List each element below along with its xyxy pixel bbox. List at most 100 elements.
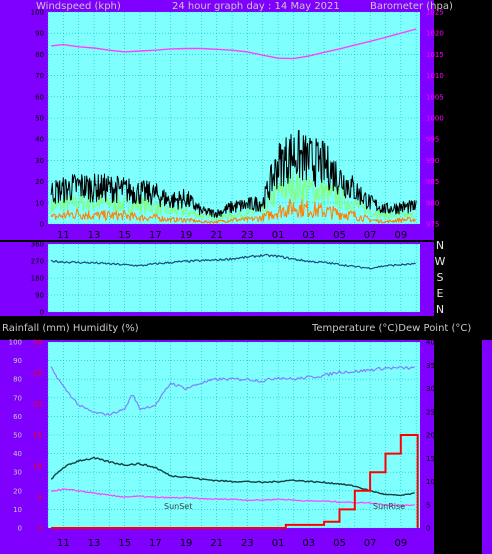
humidity-tick: 100	[9, 339, 22, 347]
barometer-tick: 1000	[426, 115, 444, 123]
barometer-tick: 985	[426, 178, 439, 186]
barometer-tick: 980	[426, 199, 439, 207]
wind-x-tick-label: 19	[180, 230, 193, 241]
dir-left-tick: 0	[40, 309, 44, 317]
rain-tick: 20	[33, 401, 42, 409]
temp-x-tick-label: 21	[210, 538, 223, 549]
temp-x-tick-label: 05	[333, 538, 346, 549]
right-bar-bottom	[482, 340, 492, 554]
wind-x-tick-label: 07	[364, 230, 377, 241]
wind-average-line	[50, 171, 416, 221]
rain-tick: 15	[33, 432, 42, 440]
rain-tick: 5	[38, 494, 42, 502]
temp-x-tick-label: 17	[149, 538, 162, 549]
direction-letter: N	[436, 239, 444, 252]
humidity-tick: 90	[13, 357, 22, 365]
temp-x-tick-label: 15	[118, 538, 131, 549]
temperature-tick: 0	[426, 525, 430, 533]
rain-tick: 10	[33, 463, 42, 471]
barometer-tick: 1025	[426, 9, 444, 17]
wind-panel-header-center: 24 hour graph day : 14 May 2021	[172, 1, 340, 12]
rain-tick: 0	[38, 525, 42, 533]
humidity-tick: 60	[13, 413, 22, 421]
wind-x-tick-label: 15	[118, 230, 131, 241]
wind-low-line	[50, 198, 416, 224]
wind-x-tick-label: 05	[333, 230, 346, 241]
temp-x-tick-label: 11	[57, 538, 70, 549]
humidity-tick: 10	[13, 506, 22, 514]
humidity-tick: 70	[13, 394, 22, 402]
temperature-tick: 30	[426, 385, 435, 393]
wind-x-tick-label: 23	[241, 230, 254, 241]
humidity-line	[50, 366, 415, 416]
wind-panel-header-left: Windspeed (kph)	[36, 1, 121, 12]
dir-left-tick: 270	[31, 258, 44, 266]
direction-letter: S	[437, 271, 444, 284]
rainfall-line	[51, 434, 419, 529]
wind-panel-header-right: Barometer (hpa)	[370, 1, 453, 12]
direction-line	[50, 253, 416, 270]
temp-x-tick-label: 01	[272, 538, 285, 549]
wind-x-tick-label: 03	[302, 230, 315, 241]
humidity-tick: 0	[18, 525, 22, 533]
direction-letter: W	[435, 255, 446, 268]
wind-left-tick: 0	[40, 221, 44, 229]
temp-x-tick-label: 23	[241, 538, 254, 549]
temp-x-tick-label: 19	[180, 538, 193, 549]
temp-panel-header-right: Temperature (°C)Dew Point (°C)	[311, 323, 471, 334]
temperature-tick: 40	[426, 339, 435, 347]
barometer-tick: 1005	[426, 93, 444, 101]
wind-x-tick-label: 09	[394, 230, 407, 241]
wind-x-tick-label: 11	[57, 230, 70, 241]
wind-left-tick: 30	[35, 157, 44, 165]
wind-x-tick-label: 17	[149, 230, 162, 241]
temperature-tick: 15	[426, 455, 435, 463]
dir-left-tick: 90	[35, 292, 44, 300]
rain-tick: 30	[33, 339, 42, 347]
wind-left-tick: 50	[35, 115, 44, 123]
barometer-tick: 1020	[426, 30, 444, 38]
wind-left-tick: 100	[31, 9, 44, 17]
wind-left-tick: 70	[35, 72, 44, 80]
barometer-tick: 1015	[426, 51, 444, 59]
barometer-line	[51, 28, 417, 60]
barometer-tick: 990	[426, 157, 439, 165]
wind-left-tick: 80	[35, 51, 44, 59]
barometer-tick: 995	[426, 136, 439, 144]
temp-x-tick-label: 09	[394, 538, 407, 549]
barometer-tick: 1010	[426, 72, 444, 80]
wind-x-tick-label: 13	[88, 230, 101, 241]
humidity-tick: 50	[13, 432, 22, 440]
humidity-tick: 80	[13, 376, 22, 384]
wind-left-tick: 40	[35, 136, 44, 144]
dir-left-tick: 360	[31, 241, 44, 249]
wind-x-tick-label: 21	[210, 230, 223, 241]
temperature-tick: 20	[426, 432, 435, 440]
barometer-tick: 975	[426, 221, 439, 229]
temp-x-tick-label: 03	[302, 538, 315, 549]
temp-panel-header-left: Rainfall (mm) Humidity (%)	[2, 323, 139, 334]
wind-left-tick: 60	[35, 93, 44, 101]
wind-gust-line	[50, 129, 417, 218]
sunrise-annotation: SunRise	[373, 502, 405, 511]
direction-letter: N	[436, 303, 444, 316]
sunset-annotation: SunSet	[164, 502, 192, 511]
wind-left-tick: 90	[35, 30, 44, 38]
temp-x-tick-label: 13	[88, 538, 101, 549]
temperature-tick: 5	[426, 501, 430, 509]
dir-left-tick: 180	[31, 275, 44, 283]
wind-left-tick: 20	[35, 178, 44, 186]
direction-letter: E	[437, 287, 444, 300]
wind-left-tick: 10	[35, 199, 44, 207]
temperature-tick: 35	[426, 362, 435, 370]
humidity-tick: 20	[13, 487, 22, 495]
temperature-tick: 10	[426, 478, 435, 486]
humidity-tick: 40	[13, 450, 22, 458]
temperature-tick: 25	[426, 408, 435, 416]
rain-tick: 25	[33, 370, 42, 378]
temp-x-tick-label: 07	[364, 538, 377, 549]
humidity-tick: 30	[13, 469, 22, 477]
wind-x-tick-label: 01	[272, 230, 285, 241]
temperature-line	[50, 456, 415, 497]
